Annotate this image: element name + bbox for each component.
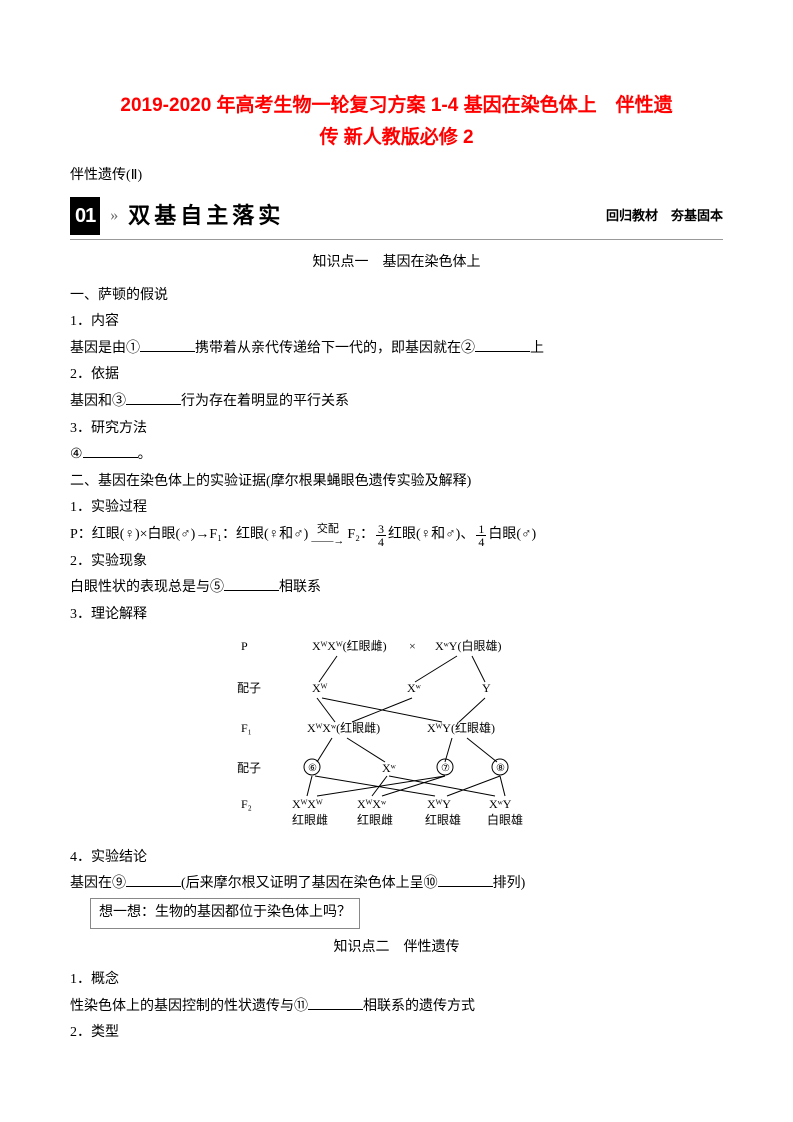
d-F1: F₁ <box>241 721 252 735</box>
section-title: 双基自主落实 <box>128 195 284 237</box>
text: ④ <box>70 447 83 462</box>
d-c7: ⑦ <box>441 763 450 774</box>
fraction-3-4: 34 <box>376 523 386 548</box>
blank-10 <box>438 873 493 887</box>
blank-2 <box>475 338 530 352</box>
d-c6: ⑥ <box>308 763 317 774</box>
item-1-concept: 1．概念 <box>70 967 723 994</box>
d-L4: 白眼雄 <box>487 812 523 826</box>
d-G1b: Xʷ <box>407 681 422 695</box>
line-gene-parallel: 基因和③ 行为存在着明显的平行关系 <box>70 389 723 416</box>
text: 基因在⑨ <box>70 876 126 891</box>
think-box-line: 想一想：生物的基因都位于染色体上吗？ <box>70 898 723 929</box>
text: 。 <box>138 447 152 462</box>
genetics-cross-diagram: P XᵂXᵂ(红眼雌) × XʷY(白眼雄) 配子 Xᵂ Xʷ Y F₁ XᵂX… <box>217 636 577 826</box>
heading-sutton: 一、萨顿的假说 <box>70 283 723 310</box>
item-3-method: 3．研究方法 <box>70 416 723 443</box>
d-L1: 红眼雌 <box>292 812 328 826</box>
d-PR: XʷY(白眼雄) <box>435 638 501 653</box>
knowledge-point-2: 知识点二 伴性遗传 <box>70 935 723 962</box>
line-sex-linked: 性染色体上的基因控制的性状遗传与⑪ 相联系的遗传方式 <box>70 994 723 1021</box>
item-1-process: 1．实验过程 <box>70 495 723 522</box>
cross-mid: F₂： <box>347 522 374 549</box>
blank-11 <box>308 996 363 1010</box>
chevron-right-icon: » <box>110 201 118 231</box>
text: 性染色体上的基因控制的性状遗传与⑪ <box>70 999 308 1014</box>
d-L2: 红眼雌 <box>357 812 393 826</box>
cross-prefix: P：红眼(♀)×白眼(♂)→F₁：红眼(♀和♂) <box>70 522 308 549</box>
d-F2d: XʷY <box>489 797 512 811</box>
d-F1b: XᵂY(红眼雄) <box>427 720 495 735</box>
think-box: 想一想：生物的基因都位于染色体上吗？ <box>90 898 360 929</box>
item-3-theory: 3．理论解释 <box>70 602 723 629</box>
subtitle: 伴性遗传(Ⅱ) <box>70 163 723 190</box>
d-PL: XᵂXᵂ(红眼雌) <box>312 638 387 653</box>
d-G2: 配子 <box>237 761 261 775</box>
line-gene-carrier: 基因是由① 携带着从亲代传递给下一代的，即基因就在② 上 <box>70 336 723 363</box>
section-subtitle: 回归教材 夯基固本 <box>606 204 723 229</box>
d-c8: ⑧ <box>496 763 505 774</box>
blank-5 <box>224 577 279 591</box>
item-2-phenomenon: 2．实验现象 <box>70 549 723 576</box>
d-X: × <box>409 639 416 653</box>
d-G1c: Y <box>482 681 491 695</box>
blank-9 <box>126 873 181 887</box>
cross-formula: P：红眼(♀)×白眼(♂)→F₁：红眼(♀和♂) 交配 ——→ F₂： 34 红… <box>70 522 723 549</box>
line-white-eye: 白眼性状的表现总是与⑤ 相联系 <box>70 575 723 602</box>
knowledge-point-1: 知识点一 基因在染色体上 <box>70 250 723 277</box>
arrow: ——→ <box>311 536 344 547</box>
blank-3 <box>126 391 181 405</box>
section-header-left: 01 » 双基自主落实 <box>70 195 284 237</box>
text: 相联系 <box>279 580 321 595</box>
d-G1a: Xᵂ <box>312 681 328 695</box>
item-4-conclusion: 4．实验结论 <box>70 845 723 872</box>
blank-4 <box>83 444 138 458</box>
text: 基因和③ <box>70 394 126 409</box>
d-F1a: XᵂXʷ(红眼雌) <box>307 720 380 735</box>
d-F2c: XᵂY <box>427 797 451 811</box>
text: 红眼(♀和♂)、 <box>388 522 474 549</box>
title-line-2: 传 新人教版必修 2 <box>319 127 473 148</box>
text: 排列) <box>493 876 526 891</box>
punnett-diagram: P XᵂXᵂ(红眼雌) × XʷY(白眼雄) 配子 Xᵂ Xʷ Y F₁ XᵂX… <box>70 636 723 837</box>
line-conclusion: 基因在⑨ (后来摩尔根又证明了基因在染色体上呈⑩ 排列) <box>70 871 723 898</box>
text: 行为存在着明显的平行关系 <box>181 394 349 409</box>
line-method-blank: ④。 <box>70 442 723 469</box>
d-F2a: XᵂXᵂ <box>292 797 323 811</box>
d-F2: F₂ <box>241 797 252 811</box>
arrow-label: 交配 <box>317 524 339 535</box>
item-2-types: 2．类型 <box>70 1020 723 1047</box>
d-F2b: XᵂXʷ <box>357 797 387 811</box>
d-P: P <box>241 639 248 653</box>
title-line-1: 2019-2020 年高考生物一轮复习方案 1-4 基因在染色体上 伴性遗 <box>120 95 672 116</box>
cross-arrow-icon: 交配 ——→ <box>311 524 344 547</box>
d-G1: 配子 <box>237 681 261 695</box>
item-2-basis: 2．依据 <box>70 362 723 389</box>
text: 上 <box>530 341 544 356</box>
section-number-badge: 01 <box>70 197 100 235</box>
text: 携带着从亲代传递给下一代的，即基因就在② <box>195 341 475 356</box>
fraction-1-4: 14 <box>476 523 486 548</box>
text: (后来摩尔根又证明了基因在染色体上呈⑩ <box>181 876 438 891</box>
text: 基因是由① <box>70 341 140 356</box>
item-1-content: 1．内容 <box>70 309 723 336</box>
text: 白眼性状的表现总是与⑤ <box>70 580 224 595</box>
heading-experiment: 二、基因在染色体上的实验证据(摩尔根果蝇眼色遗传实验及解释) <box>70 469 723 496</box>
section-header: 01 » 双基自主落实 回归教材 夯基固本 <box>70 195 723 240</box>
doc-title: 2019-2020 年高考生物一轮复习方案 1-4 基因在染色体上 伴性遗 传 … <box>70 90 723 155</box>
blank-1 <box>140 338 195 352</box>
d-L3: 红眼雄 <box>425 812 461 826</box>
text: 白眼(♂) <box>488 522 536 549</box>
d-G2a: Xʷ <box>382 761 397 775</box>
text: 相联系的遗传方式 <box>363 999 475 1014</box>
